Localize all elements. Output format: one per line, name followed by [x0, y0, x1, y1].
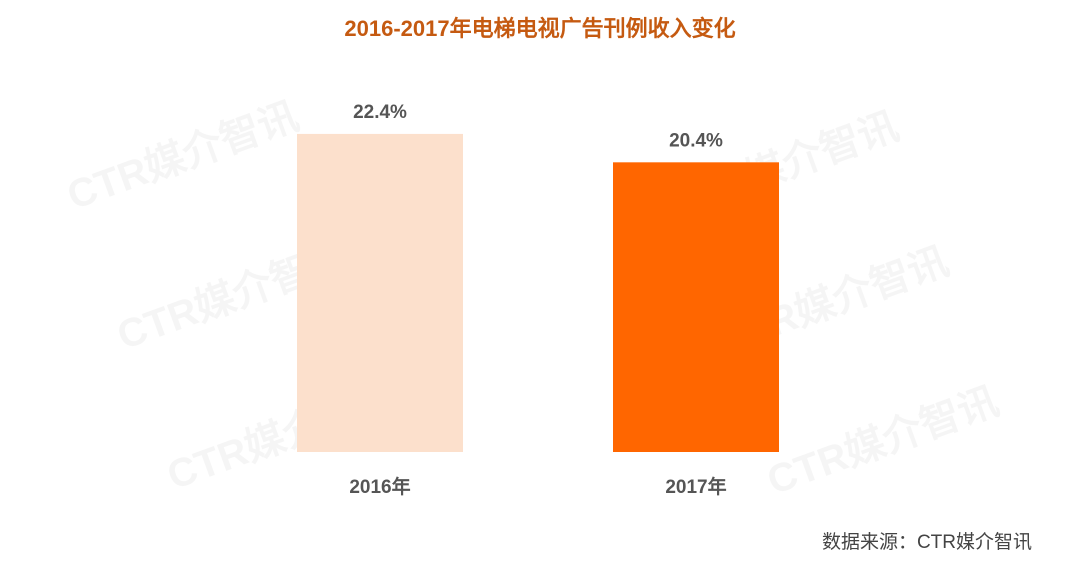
value-label: 20.4% [669, 130, 723, 151]
bar [297, 133, 463, 453]
value-label: 22.4% [353, 102, 407, 123]
chart-title: 2016-2017年电梯电视广告刊例收入变化 [344, 16, 735, 41]
x-tick-label: 2017年 [665, 475, 726, 498]
watermark: CTR媒介智讯 [762, 379, 1005, 503]
watermarks: CTR媒介智讯 CTR媒介智讯 CTR媒介智讯 CTR媒介智讯 CTR媒介智讯 … [62, 94, 1005, 503]
source-note: 数据来源：CTR媒介智讯 [822, 531, 1032, 553]
watermark: CTR媒介智讯 [62, 94, 305, 218]
bar [613, 162, 779, 452]
x-tick-label: 2016年 [349, 475, 410, 498]
